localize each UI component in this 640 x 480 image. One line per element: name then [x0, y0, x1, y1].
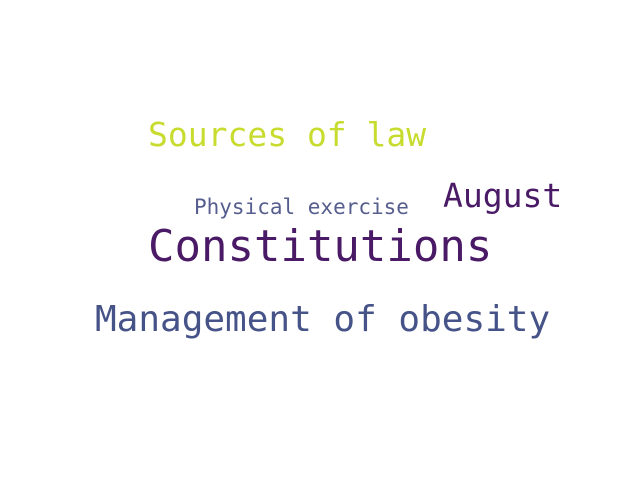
word-constitutions: Constitutions: [148, 221, 493, 272]
word-sources-of-law: Sources of law: [148, 115, 427, 154]
word-management-of-obesity: Management of obesity: [95, 299, 551, 340]
word-physical-exercise: Physical exercise: [194, 195, 409, 219]
word-august: August: [443, 176, 563, 215]
